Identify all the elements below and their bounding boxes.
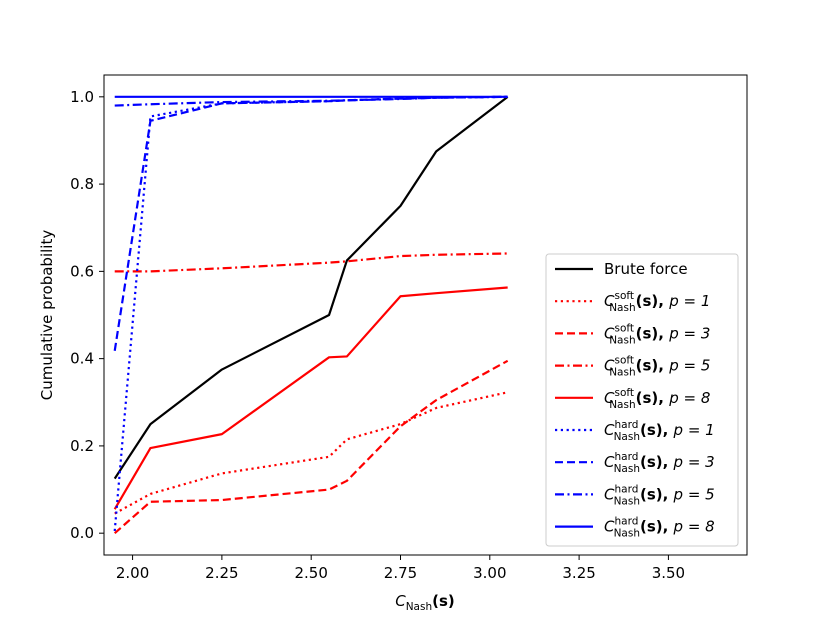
y-axis-label: Cumulative probability <box>38 230 56 401</box>
legend-label-4: Csoft Nash(s), p = 5 <box>604 355 710 379</box>
series-line-8 <box>114 95 508 107</box>
series-line-1 <box>113 95 509 480</box>
x-tick-label: 2.50 <box>294 564 327 582</box>
y-tick-label: 0.0 <box>70 524 94 542</box>
legend-label-9: Chard Nash(s), p = 8 <box>604 516 715 540</box>
x-tick-label: 3.25 <box>562 564 595 582</box>
x-tick-label: 2.75 <box>384 564 417 582</box>
legend-label-8: Chard Nash(s), p = 5 <box>604 483 715 507</box>
x-tick-label: 2.00 <box>116 564 149 582</box>
legend-items: Brute force Csoft Nash(s), p = 1 Csoft Nash(… <box>555 260 715 540</box>
y-tick-label: 0.2 <box>70 437 94 455</box>
x-tick-label: 3.00 <box>473 564 506 582</box>
series-line-2 <box>114 391 508 515</box>
legend-label-5: Csoft Nash(s), p = 8 <box>604 387 710 411</box>
x-axis-label: CNash(s) <box>395 592 455 613</box>
legend-box <box>545 253 739 547</box>
y-axis: 0.0 0.2 0.4 0.6 0.8 1.0 <box>70 88 104 542</box>
plot-frame <box>103 74 748 556</box>
y-tick-label: 0.4 <box>70 350 94 368</box>
x-axis-label-symbol: C <box>395 592 406 610</box>
plot-lines <box>113 95 509 535</box>
x-tick-label: 2.25 <box>205 564 238 582</box>
x-axis: 2.00 2.25 2.50 2.75 3.00 3.25 3.50 <box>116 555 685 582</box>
x-tick-label: 3.50 <box>652 564 685 582</box>
series-line-4 <box>114 252 508 273</box>
y-tick-label: 1.0 <box>70 88 94 106</box>
legend-label-6: Chard Nash(s), p = 1 <box>604 419 715 443</box>
legend: Brute force Csoft Nash(s), p = 1 Csoft Nash(… <box>545 253 739 547</box>
legend-label-1: Brute force <box>604 260 688 278</box>
x-axis-label-argument: (s) <box>432 592 455 610</box>
x-axis-label-subscript: Nash <box>406 601 432 613</box>
legend-label-2: Csoft Nash(s), p = 1 <box>604 290 710 314</box>
legend-label-7: Chard Nash(s), p = 3 <box>604 451 715 475</box>
series-line-5 <box>113 286 508 510</box>
y-tick-label: 0.6 <box>70 262 94 280</box>
y-tick-label: 0.8 <box>70 175 94 193</box>
legend-label-3: Csoft Nash(s), p = 3 <box>604 322 710 346</box>
